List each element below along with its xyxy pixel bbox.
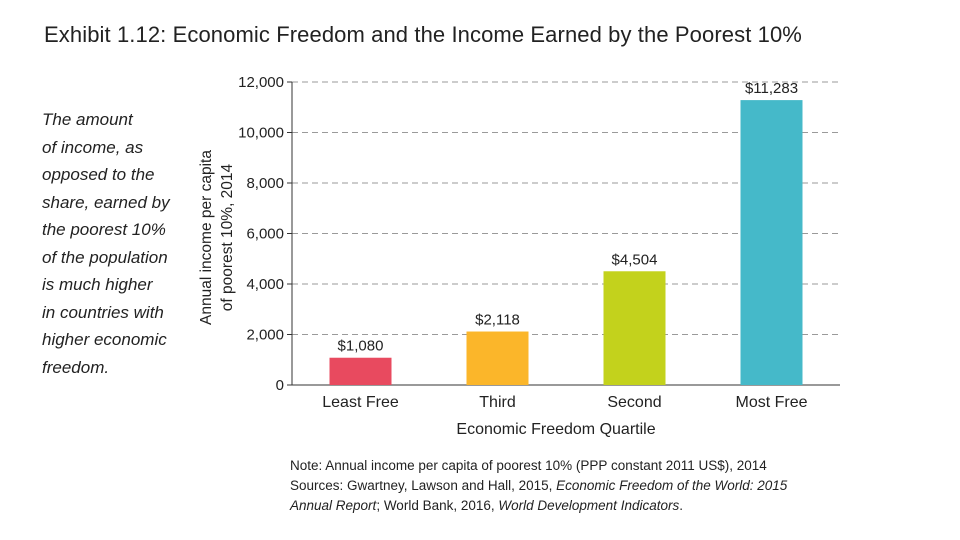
y-axis-label: of poorest 10%, 2014 bbox=[219, 163, 236, 311]
side-note-line: freedom. bbox=[42, 357, 110, 377]
footnote: Note: Annual income per capita of poores… bbox=[290, 456, 930, 516]
y-axis-label: Annual income per capita bbox=[198, 150, 215, 325]
bar-value-label: $1,080 bbox=[338, 338, 384, 355]
footnote-sources-line-2: Annual Report; World Bank, 2016, World D… bbox=[290, 496, 930, 516]
bar bbox=[603, 271, 666, 385]
side-note-line: share, earned by bbox=[42, 192, 170, 212]
y-tick-label: 6,000 bbox=[246, 226, 284, 243]
side-note-line: of income, as bbox=[42, 137, 144, 157]
bar bbox=[740, 100, 803, 385]
y-tick-label: 8,000 bbox=[246, 175, 284, 192]
side-note-line: opposed to the bbox=[42, 165, 155, 184]
bar-value-label: $11,283 bbox=[745, 80, 798, 97]
footnote-source-title-2: World Development Indicators bbox=[498, 498, 680, 513]
footnote-source-title-cont: Annual Report bbox=[290, 498, 377, 513]
bar-value-label: $4,504 bbox=[612, 251, 658, 268]
side-note-line: higher economic bbox=[42, 330, 167, 349]
side-note-line: the poorest 10% bbox=[42, 220, 166, 239]
side-note-line: The amount bbox=[42, 110, 133, 129]
x-tick-label: Third bbox=[479, 394, 515, 411]
bar bbox=[466, 331, 529, 385]
side-note-line: of the population bbox=[42, 247, 168, 267]
footnote-sources-end: . bbox=[679, 498, 683, 513]
x-tick-label: Second bbox=[607, 394, 661, 411]
y-tick-label: 4,000 bbox=[246, 276, 284, 293]
footnote-note: Note: Annual income per capita of poores… bbox=[290, 458, 767, 473]
chart-title: Exhibit 1.12: Economic Freedom and the I… bbox=[44, 22, 802, 47]
bar-value-label: $2,118 bbox=[475, 312, 520, 329]
y-tick-label: 0 bbox=[276, 377, 284, 394]
side-note: The amount of income, as opposed to the sha… bbox=[42, 106, 192, 381]
y-tick-label: 12,000 bbox=[238, 74, 284, 91]
x-tick-label: Most Free bbox=[735, 394, 807, 411]
footnote-sources-line: Sources: Gwartney, Lawson and Hall, 2015… bbox=[290, 476, 930, 496]
side-note-line: in countries with bbox=[42, 302, 164, 322]
y-tick-label: 10,000 bbox=[238, 125, 284, 142]
x-tick-label: Least Free bbox=[322, 394, 399, 411]
footnote-sources-prefix: Sources: Gwartney, Lawson and Hall, 2015… bbox=[290, 478, 557, 493]
bar bbox=[329, 357, 392, 385]
y-tick-label: 2,000 bbox=[246, 327, 284, 344]
x-axis-label: Economic Freedom Quartile bbox=[456, 421, 655, 438]
side-note-line: is much higher bbox=[42, 275, 153, 294]
footnote-sources-mid: ; World Bank, 2016, bbox=[376, 498, 499, 513]
footnote-source-title: Economic Freedom of the World: 2015 bbox=[556, 478, 788, 493]
